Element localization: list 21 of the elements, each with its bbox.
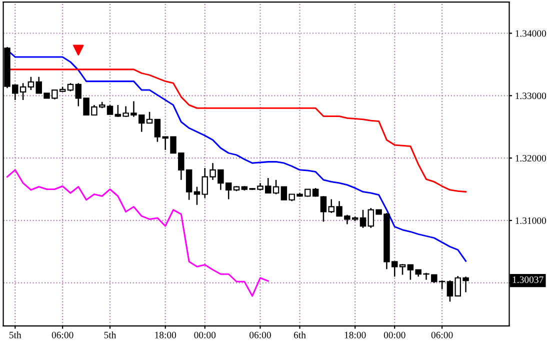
x-tick-label: 5th xyxy=(9,331,22,338)
y-tick-label: 1.33000 xyxy=(516,92,546,100)
candlestick xyxy=(194,186,200,206)
x-tick-label: 06:00 xyxy=(52,332,74,338)
candlestick xyxy=(399,264,406,276)
x-tick-label: 6th xyxy=(294,331,306,338)
x-tick-label: 06:00 xyxy=(250,332,271,338)
x-tick-label: 18:00 xyxy=(344,332,366,338)
x-tick-label: 06:00 xyxy=(431,332,453,338)
y-tick-label: 1.31000 xyxy=(516,217,546,224)
x-tick-label: 5th xyxy=(104,331,116,338)
candlestick xyxy=(106,104,114,116)
y-tick-label: 1.34000 xyxy=(516,30,546,37)
y-tick-label: 1.32000 xyxy=(516,154,546,162)
candlestick xyxy=(320,196,327,222)
x-tick-label: 00:00 xyxy=(194,332,216,338)
annotation: 1.30037 xyxy=(512,276,544,284)
x-tick-label: 18:00 xyxy=(155,332,176,338)
x-tick-label: 00:00 xyxy=(384,332,406,338)
line-series xyxy=(6,169,269,297)
candlestick xyxy=(360,209,366,229)
